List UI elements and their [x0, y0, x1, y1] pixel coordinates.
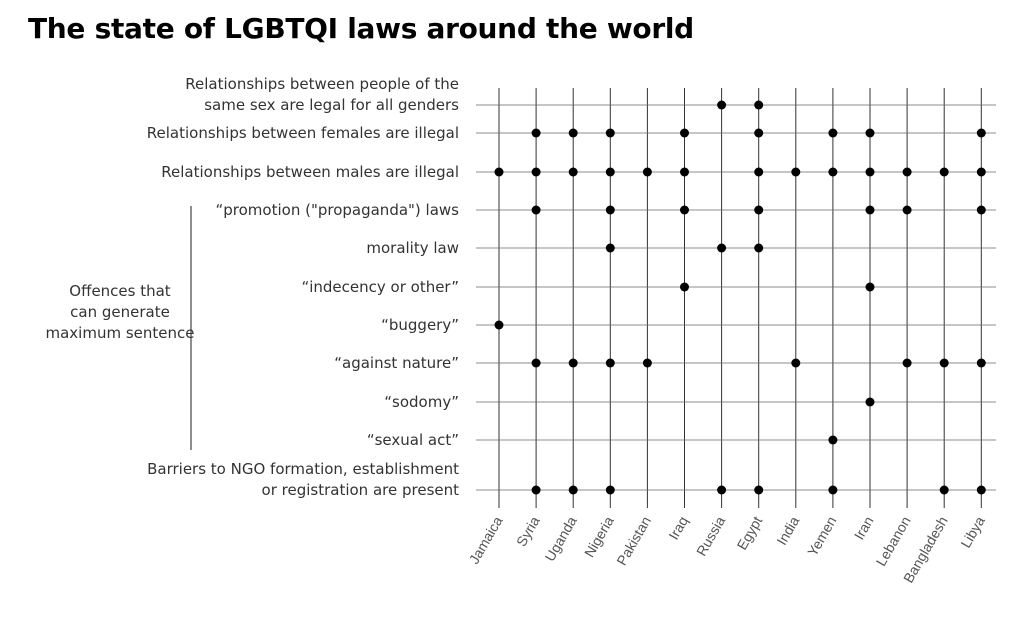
country-label-iran: Iran — [851, 514, 877, 543]
row-label: or registration are present — [262, 481, 460, 499]
dot-syria-row-10 — [531, 485, 541, 495]
row-label: Relationships between people of the — [185, 75, 459, 93]
dot-egypt-row-1 — [754, 128, 764, 138]
row-label: “buggery” — [381, 316, 459, 334]
dot-libya-row-10 — [976, 485, 986, 495]
dot-lebanon-row-7 — [902, 358, 912, 368]
row-label: “sexual act” — [367, 431, 459, 449]
row-labels: Relationships between people of the same … — [147, 75, 459, 499]
horizontal-gridlines — [476, 104, 996, 491]
dot-bangladesh-row-2 — [939, 167, 949, 177]
dot-iran-row-5 — [865, 282, 875, 292]
dot-libya-row-2 — [976, 167, 986, 177]
dot-syria-row-1 — [531, 128, 541, 138]
country-label-libya: Libya — [957, 513, 988, 550]
group-label: can generate — [70, 303, 170, 321]
dot-iraq-row-1 — [680, 128, 689, 138]
dot-egypt-row-2 — [754, 167, 764, 177]
dot-iraq-row-5 — [680, 282, 689, 292]
offences-group: Offences that can generate maximum sentenc… — [46, 206, 195, 450]
dot-egypt-row-4 — [754, 243, 764, 253]
dot-lebanon-row-3 — [902, 205, 912, 215]
dot-iraq-row-2 — [680, 167, 689, 177]
country-label-uganda: Uganda — [541, 513, 579, 564]
country-label-pakistan: Pakistan — [613, 514, 654, 569]
dot-iran-row-3 — [865, 205, 875, 215]
dot-russia-row-0 — [717, 100, 727, 110]
country-label-yemen: Yemen — [804, 514, 839, 559]
row-label: Relationships between females are illega… — [147, 124, 459, 142]
dot-egypt-row-0 — [754, 100, 764, 110]
dot-syria-row-2 — [531, 167, 541, 177]
row-label: “against nature” — [334, 354, 459, 372]
dot-pakistan-row-2 — [642, 167, 652, 177]
row-label: Barriers to NGO formation, establishment — [147, 460, 459, 478]
dot-egypt-row-3 — [754, 205, 764, 215]
dot-pakistan-row-7 — [642, 358, 652, 368]
country-label-russia: Russia — [693, 513, 728, 558]
country-label-nigeria: Nigeria — [581, 513, 617, 560]
dot-syria-row-7 — [531, 358, 541, 368]
row-label: “sodomy” — [384, 393, 459, 411]
dot-jamaica-row-2 — [494, 167, 504, 177]
dot-uganda-row-2 — [568, 167, 578, 177]
dot-iran-row-8 — [865, 397, 875, 407]
dot-bangladesh-row-7 — [939, 358, 949, 368]
dot-nigeria-row-4 — [605, 243, 615, 253]
dot-nigeria-row-7 — [605, 358, 615, 368]
dot-india-row-7 — [791, 358, 801, 368]
dot-russia-row-10 — [717, 485, 727, 495]
dot-lebanon-row-2 — [902, 167, 912, 177]
country-label-india: India — [773, 513, 802, 547]
dot-jamaica-row-6 — [494, 320, 504, 330]
vertical-gridlines — [498, 88, 982, 508]
dot-libya-row-1 — [976, 128, 986, 138]
dot-uganda-row-1 — [568, 128, 578, 138]
dot-india-row-2 — [791, 167, 801, 177]
dot-iraq-row-3 — [680, 205, 689, 215]
data-dots — [494, 100, 986, 495]
dot-uganda-row-7 — [568, 358, 578, 368]
country-label-jamaica: Jamaica — [466, 513, 506, 566]
dot-nigeria-row-2 — [605, 167, 615, 177]
dot-russia-row-4 — [717, 243, 727, 253]
dot-nigeria-row-10 — [605, 485, 615, 495]
dot-bangladesh-row-10 — [939, 485, 949, 495]
dot-yemen-row-1 — [828, 128, 838, 138]
row-label: “indecency or other” — [301, 278, 459, 296]
dot-yemen-row-2 — [828, 167, 838, 177]
row-label: Relationships between males are illegal — [161, 163, 459, 181]
dot-iran-row-1 — [865, 128, 875, 138]
dot-nigeria-row-3 — [605, 205, 615, 215]
row-label: same sex are legal for all genders — [204, 96, 459, 114]
country-label-egypt: Egypt — [734, 513, 766, 552]
country-label-lebanon: Lebanon — [873, 514, 914, 569]
dot-nigeria-row-1 — [605, 128, 615, 138]
dot-uganda-row-10 — [568, 485, 578, 495]
chart-title: The state of LGBTQI laws around the worl… — [28, 12, 694, 45]
dot-yemen-row-10 — [828, 485, 838, 495]
dot-iran-row-2 — [865, 167, 875, 177]
dot-libya-row-3 — [976, 205, 986, 215]
group-label: maximum sentence — [46, 324, 195, 342]
country-label-syria: Syria — [513, 513, 543, 549]
dot-egypt-row-10 — [754, 485, 764, 495]
row-label: morality law — [366, 239, 459, 257]
dot-libya-row-7 — [976, 358, 986, 368]
country-label-iraq: Iraq — [665, 514, 691, 543]
group-label: Offences that — [69, 282, 171, 300]
dot-syria-row-3 — [531, 205, 541, 215]
dot-yemen-row-9 — [828, 435, 838, 445]
row-label: “promotion ("propaganda") laws — [216, 201, 460, 219]
